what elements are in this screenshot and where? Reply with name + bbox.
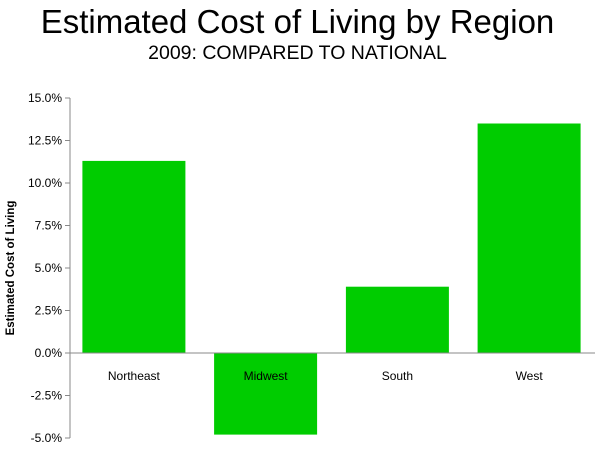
y-axis-title: Estimated Cost of Living <box>5 201 17 336</box>
y-tick-label: 0.0% <box>35 346 63 360</box>
bar-south <box>345 286 449 353</box>
chart-title: Estimated Cost of Living by Region <box>40 3 555 40</box>
y-tick-label: 5.0% <box>35 261 63 275</box>
category-labels: Northeast Midwest South West <box>108 369 543 383</box>
y-tick-label: 15.0% <box>28 91 62 105</box>
y-tick-label: 2.5% <box>35 304 63 318</box>
y-tick-label: 10.0% <box>28 176 62 190</box>
bar-northeast <box>82 160 186 353</box>
x-tick-label: South <box>382 369 413 383</box>
x-tick-label: Northeast <box>108 369 161 383</box>
bars-layer <box>82 123 581 435</box>
y-tick-label: -2.5% <box>31 389 63 403</box>
bar-midwest <box>214 353 318 435</box>
x-tick-label: Midwest <box>244 369 289 383</box>
x-tick-label: West <box>516 369 544 383</box>
axis-layer <box>65 97 595 439</box>
bar-west <box>477 123 581 353</box>
y-tick-label: 12.5% <box>28 134 62 148</box>
y-tick-label: 7.5% <box>35 219 63 233</box>
y-tick-label: -5.0% <box>31 431 63 445</box>
y-tick-labels: 15.0% 12.5% 10.0% 7.5% 5.0% 2.5% 0.0% -2.5% -5.0… <box>28 91 62 445</box>
chart-subtitle: 2009: COMPARED TO NATIONAL <box>148 42 447 64</box>
